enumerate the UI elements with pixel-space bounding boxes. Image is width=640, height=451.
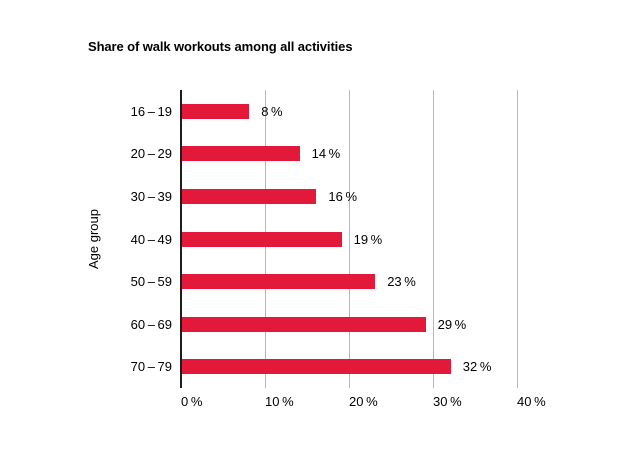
bar bbox=[182, 103, 250, 119]
category-label: 50 – 59 bbox=[130, 274, 172, 290]
bar-value-label: 32 % bbox=[462, 359, 492, 375]
category-label: 40 – 49 bbox=[130, 231, 172, 247]
plot-area: 8 % 14 % 16 % 19 % 23 % 29 % 32 % bbox=[180, 90, 518, 388]
bar-value-label: 29 % bbox=[437, 316, 467, 332]
category-label: 16 – 19 bbox=[130, 103, 172, 119]
bar bbox=[182, 188, 317, 204]
bar-value-label: 8 % bbox=[261, 103, 283, 119]
gridline bbox=[349, 90, 350, 388]
x-tick-label: 0 % bbox=[181, 394, 203, 409]
bar-value-label: 14 % bbox=[311, 146, 341, 162]
bar bbox=[182, 316, 426, 332]
bar-value-label: 19 % bbox=[353, 231, 383, 247]
zero-axis-line bbox=[180, 90, 182, 388]
gridline bbox=[433, 90, 434, 388]
bar-value-label: 16 % bbox=[328, 188, 358, 204]
bar bbox=[182, 359, 451, 375]
x-tick-label: 10 % bbox=[265, 394, 294, 409]
gridline bbox=[517, 90, 518, 388]
category-label: 70 – 79 bbox=[130, 359, 172, 375]
category-label: 20 – 29 bbox=[130, 146, 172, 162]
x-tick-label: 30 % bbox=[433, 394, 462, 409]
category-label: 30 – 39 bbox=[130, 188, 172, 204]
bar bbox=[182, 146, 300, 162]
bar-value-label: 23 % bbox=[387, 274, 416, 290]
x-tick-label: 20 % bbox=[349, 394, 378, 409]
bar bbox=[182, 274, 376, 290]
chart-title: Share of walk workouts among all activit… bbox=[88, 39, 353, 54]
x-tick-label: 40 % bbox=[517, 394, 546, 409]
category-label: 60 – 69 bbox=[130, 316, 172, 332]
bar bbox=[182, 231, 342, 247]
